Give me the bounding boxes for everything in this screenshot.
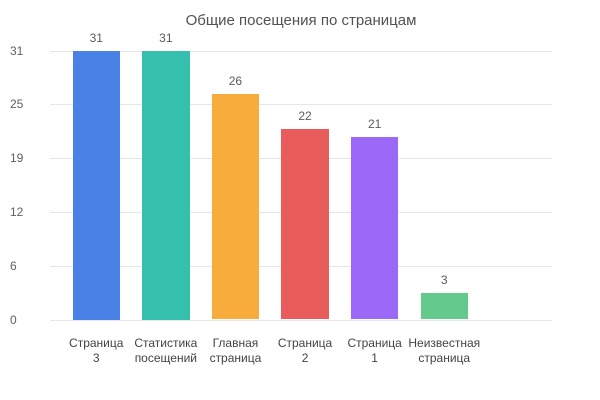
bar-value-label: 26: [228, 73, 243, 88]
chart-bar[interactable]: [420, 293, 468, 320]
chart-bar[interactable]: [350, 137, 399, 320]
x-axis-category-label: Страница 1: [347, 336, 402, 365]
bar-value-label: 31: [89, 30, 103, 45]
y-axis-tick-label: 25: [10, 97, 24, 112]
gridline: [50, 319, 552, 321]
x-axis-category-label: Неизвестная страница: [408, 336, 481, 365]
chart-bar[interactable]: [211, 93, 260, 320]
x-axis-category-label: Статистика посещений: [134, 336, 198, 365]
y-axis-tick-label: 0: [10, 312, 17, 327]
y-axis-tick-label: 6: [10, 258, 17, 273]
bar-value-label: 21: [367, 117, 382, 132]
gridline: [50, 104, 552, 106]
y-axis-tick-label: 12: [10, 204, 24, 219]
chart-bar[interactable]: [72, 50, 120, 320]
chart-bar[interactable]: [281, 128, 329, 320]
y-axis-tick-label: 19: [10, 151, 24, 166]
bar-value-label: 31: [159, 30, 173, 45]
x-axis-category-label: Страница 3: [69, 336, 124, 365]
bar-value-label: 22: [298, 108, 312, 123]
y-axis-tick-label: 31: [10, 43, 24, 58]
bar-value-label: 3: [440, 273, 448, 288]
x-axis-category-label: Главная страница: [209, 336, 262, 365]
chart-bar[interactable]: [142, 50, 190, 320]
gridline: [50, 50, 552, 52]
x-axis-category-label: Страница 2: [277, 336, 333, 365]
chart-title: Общие посещения по страницам: [185, 12, 417, 29]
